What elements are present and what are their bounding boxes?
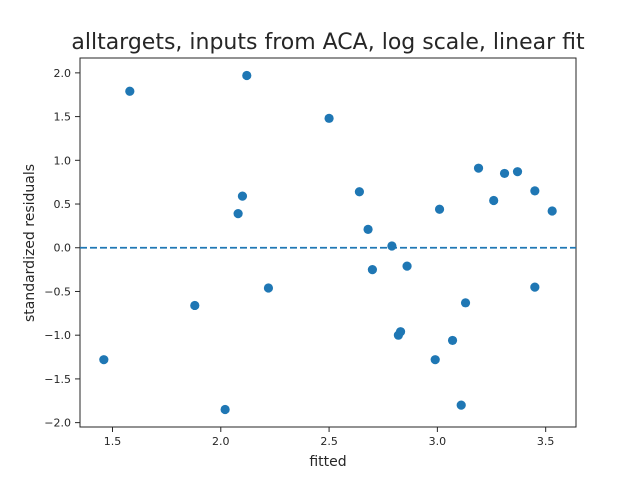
y-tick-label: 2.0 [54,67,72,80]
data-point [99,355,109,365]
y-tick-label: −1.5 [44,373,71,386]
data-point [125,86,135,96]
data-point [434,204,445,214]
x-axis-label: fitted [309,454,346,470]
y-axis-ticks: −2.0 −1.5 −1.0 −0.5 0.0 0.5 1.0 1.5 2.0 [44,67,80,430]
data-point [220,404,230,415]
data-point [430,355,440,365]
data-point [447,335,458,346]
x-tick-label: 2.5 [320,435,338,448]
x-tick-label: 3.5 [537,435,555,448]
y-tick-label: −0.5 [44,285,71,298]
x-tick-label: 1.5 [104,435,122,448]
data-point [530,186,540,196]
data-point [395,327,406,337]
data-point [530,282,540,292]
data-point [512,167,523,177]
data-point [190,300,200,311]
data-point [456,400,466,410]
points-layer [99,70,557,415]
data-point [242,70,252,81]
data-point [489,195,499,206]
y-tick-label: −1.0 [44,329,71,342]
data-point [233,209,243,219]
y-tick-label: 1.0 [54,154,72,167]
data-point [354,187,365,197]
data-point [263,283,274,293]
data-point [363,224,373,234]
y-tick-label: 0.0 [54,242,72,255]
x-tick-label: 2.0 [212,435,230,448]
data-point [499,168,510,179]
data-point [324,113,334,123]
data-point [237,191,248,201]
chart-title: alltargets, inputs from ACA, log scale, … [71,30,585,55]
plot-area [79,57,577,428]
data-point [460,298,471,308]
data-point [473,163,484,173]
y-tick-label: 0.5 [54,198,72,211]
y-tick-label: −2.0 [44,417,71,430]
y-tick-label: 1.5 [54,111,72,124]
data-point [387,241,397,251]
data-point [402,261,412,271]
data-point [547,206,557,216]
x-tick-label: 3.0 [429,435,447,448]
x-axis-ticks: 1.5 2.0 2.5 3.0 3.5 [104,427,555,448]
data-point [367,265,378,275]
y-axis-label: standardized residuals [22,164,38,322]
plot-frame [79,57,577,428]
